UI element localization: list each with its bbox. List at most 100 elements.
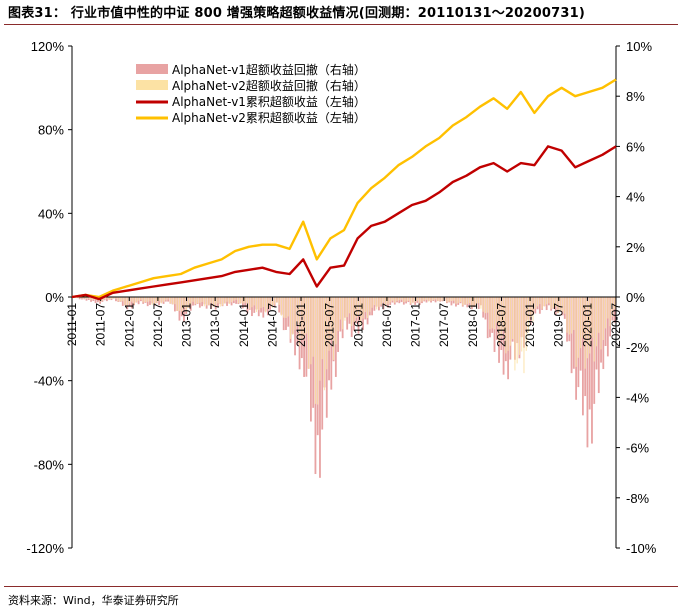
v2-drawdown-bar xyxy=(537,297,539,307)
v2-drawdown-bar xyxy=(385,297,387,307)
v2-drawdown-bar xyxy=(459,297,462,303)
v2-drawdown-bar xyxy=(580,297,582,349)
v1-drawdown-bar xyxy=(606,297,609,357)
v2-drawdown-bar xyxy=(505,297,507,354)
v2-drawdown-bar xyxy=(607,297,609,319)
v2-drawdown-bar xyxy=(527,297,530,333)
v2-drawdown-bar xyxy=(108,297,110,300)
v2-drawdown-bar xyxy=(394,297,396,303)
v2-drawdown-bar xyxy=(142,297,144,303)
v2-drawdown-bar xyxy=(117,297,119,302)
v2-drawdown-bar xyxy=(439,297,441,301)
v2-drawdown-bar xyxy=(432,297,434,301)
x-tick-label: 2015-01 xyxy=(294,303,308,347)
v2-drawdown-bar xyxy=(355,297,357,318)
v2-drawdown-bar xyxy=(249,297,251,309)
v2-drawdown-bar xyxy=(557,297,559,314)
v1-drawdown-bar xyxy=(330,297,333,390)
right-tick-label: -2% xyxy=(626,340,650,355)
v2-drawdown-bar xyxy=(151,297,153,305)
v1-drawdown-bar xyxy=(174,297,176,312)
v2-drawdown-bar xyxy=(351,297,353,327)
v2-drawdown-bar xyxy=(401,297,403,300)
v2-drawdown-bar xyxy=(543,297,545,307)
right-tick-label: 8% xyxy=(626,89,645,104)
v2-drawdown-bar xyxy=(135,297,137,303)
v2-drawdown-bar xyxy=(373,297,375,306)
v2-drawdown-bar xyxy=(611,297,613,317)
v2-drawdown-bar xyxy=(169,297,171,304)
v2-drawdown-bar xyxy=(339,297,341,320)
left-tick-label: 120% xyxy=(31,39,65,54)
v2-drawdown-bar xyxy=(299,297,301,346)
v2-drawdown-bar xyxy=(310,297,312,365)
v2-drawdown-bar xyxy=(215,297,217,306)
v2-drawdown-bar xyxy=(568,297,570,335)
v2-drawdown-bar xyxy=(287,297,289,317)
v2-cumulative-line xyxy=(71,78,617,299)
v2-drawdown-bar xyxy=(258,297,260,311)
v2-drawdown-bar xyxy=(235,297,237,300)
v2-drawdown-bar xyxy=(317,297,319,405)
v1-drawdown-bar xyxy=(85,297,88,301)
legend-label: AlphaNet-v1超额收益回撤（右轴） xyxy=(172,62,366,77)
v2-drawdown-bar xyxy=(253,297,255,306)
v2-drawdown-bar xyxy=(455,297,457,304)
v2-drawdown-bar xyxy=(369,297,371,312)
v2-drawdown-bar xyxy=(509,297,511,346)
v1-drawdown-bar xyxy=(597,297,600,394)
x-tick-label: 2019-01 xyxy=(523,303,537,347)
v1-drawdown-bar xyxy=(434,297,437,303)
v2-drawdown-bar xyxy=(534,297,536,309)
v2-drawdown-bar xyxy=(308,297,310,369)
v2-drawdown-bar xyxy=(496,297,498,324)
v2-drawdown-bar xyxy=(378,297,380,307)
v2-drawdown-bar xyxy=(473,297,475,306)
v2-drawdown-bar xyxy=(561,297,564,312)
v2-drawdown-bar xyxy=(410,297,412,304)
v2-drawdown-bar xyxy=(156,297,158,303)
x-tick-label: 2017-07 xyxy=(437,303,451,347)
v2-drawdown-bar xyxy=(206,297,208,306)
v2-drawdown-bar xyxy=(81,297,83,299)
v2-drawdown-bar xyxy=(126,297,128,306)
v1-drawdown-bar xyxy=(183,297,185,322)
v2-drawdown-bar xyxy=(500,297,502,338)
x-tick-label: 2020-07 xyxy=(609,303,623,347)
x-tick-label: 2014-01 xyxy=(237,303,251,347)
v2-drawdown-bar xyxy=(450,297,452,302)
v2-drawdown-bar xyxy=(602,297,604,341)
v2-drawdown-bar xyxy=(187,297,190,308)
v2-drawdown-bar xyxy=(464,297,466,305)
x-tick-label: 2011-07 xyxy=(94,303,108,346)
v2-drawdown-bar xyxy=(342,297,344,330)
v2-drawdown-bar xyxy=(423,297,425,301)
v2-drawdown-bar xyxy=(387,297,389,305)
v2-drawdown-bar xyxy=(582,297,584,338)
v1-drawdown-bar xyxy=(570,297,573,374)
v2-drawdown-bar xyxy=(255,297,258,313)
v2-drawdown-bar xyxy=(296,297,298,324)
legend-swatch xyxy=(136,80,168,90)
v2-drawdown-bar xyxy=(269,297,271,305)
v2-drawdown-bar xyxy=(344,297,346,321)
v2-drawdown-bar xyxy=(328,297,330,351)
v2-drawdown-bar xyxy=(165,297,167,301)
v1-drawdown-bar xyxy=(262,297,265,318)
v2-drawdown-bar xyxy=(251,297,253,308)
v2-drawdown-bar xyxy=(437,297,439,302)
v2-drawdown-bar xyxy=(371,297,373,308)
v2-drawdown-bar xyxy=(428,297,430,302)
v2-drawdown-bar xyxy=(176,297,178,311)
v2-drawdown-bar xyxy=(376,297,378,310)
v2-drawdown-bar xyxy=(589,297,591,354)
right-tick-label: 2% xyxy=(626,240,645,255)
v2-drawdown-bar xyxy=(276,297,278,303)
v1-drawdown-bar xyxy=(538,297,541,314)
right-tick-label: -6% xyxy=(626,441,650,456)
v2-drawdown-bar xyxy=(190,297,192,305)
v2-drawdown-bar xyxy=(274,297,276,305)
v2-drawdown-bar xyxy=(489,297,491,330)
v2-drawdown-bar xyxy=(210,297,212,304)
right-tick-label: 10% xyxy=(626,39,652,54)
